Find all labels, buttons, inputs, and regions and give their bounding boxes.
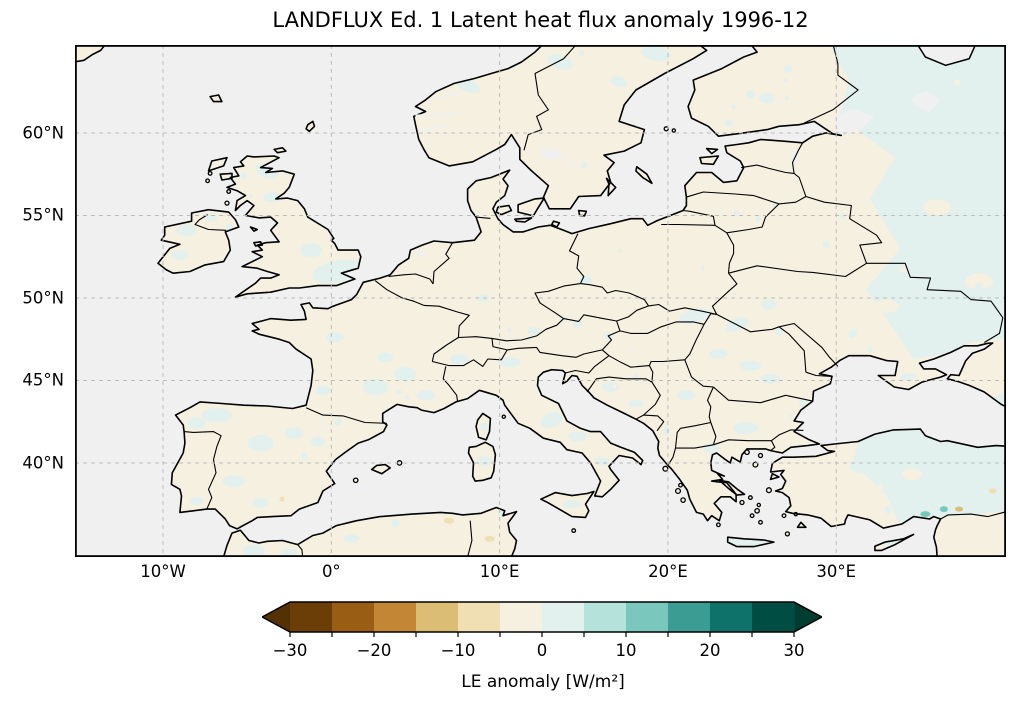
colorbar-tick-label: 10 xyxy=(616,641,637,660)
colorbar-tick-label: 30 xyxy=(784,641,805,660)
y-tick-label: 60°N xyxy=(22,123,64,143)
y-tick-label: 40°N xyxy=(22,453,64,473)
colorbar-tick-label: −30 xyxy=(273,641,308,660)
colorbar-label: LE anomaly [W/m²] xyxy=(461,672,625,692)
colorbar-tick-label: −10 xyxy=(441,641,476,660)
x-tick-label: 30°E xyxy=(816,562,857,581)
colorbar-tick-label: 20 xyxy=(700,641,721,660)
y-tick-label: 55°N xyxy=(22,205,64,225)
colorbar-tick-label: −20 xyxy=(357,641,392,660)
x-tick-label: 10°E xyxy=(479,562,520,581)
colorbar-tick-label: 0 xyxy=(537,641,548,660)
y-tick-label: 45°N xyxy=(22,370,64,390)
map-canvas xyxy=(75,45,1006,557)
colorbar: −30 −20 −10 0 10 20 30 xyxy=(260,600,824,668)
map-plot xyxy=(75,45,1006,557)
plot-title: LANDFLUX Ed. 1 Latent heat flux anomaly … xyxy=(272,8,809,32)
colorbar-canvas: −30 −20 −10 0 10 20 30 xyxy=(260,601,824,660)
x-tick-label: 10°W xyxy=(140,562,186,581)
x-tick-label: 20°E xyxy=(648,562,688,581)
x-tick-label: 0° xyxy=(321,562,341,581)
y-tick-label: 50°N xyxy=(22,288,64,308)
